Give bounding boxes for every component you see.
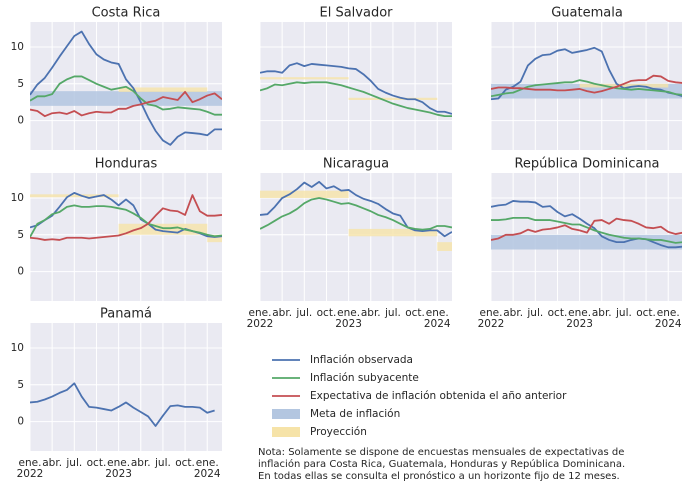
target-band xyxy=(30,91,222,106)
x-tick-label: jul. xyxy=(384,307,401,319)
series-line xyxy=(260,180,452,238)
plot-area xyxy=(260,22,452,150)
series-line xyxy=(260,81,452,118)
plot-area xyxy=(30,323,222,451)
plot-area xyxy=(30,173,222,301)
legend-label: Expectativa de inflación obtenida el año… xyxy=(310,390,567,402)
series-line xyxy=(30,204,222,238)
series-line xyxy=(30,90,222,118)
panel: Guatemala xyxy=(491,6,682,150)
x-tick-label: abr. xyxy=(131,457,151,469)
panel-title: República Dominicana xyxy=(514,157,659,172)
series-line xyxy=(491,216,682,244)
x-tick-label: abr. xyxy=(592,307,612,319)
x-tick-label: jul. xyxy=(615,307,632,319)
series-line xyxy=(30,194,222,241)
projection-band xyxy=(437,242,452,251)
x-tick-label: ene. 2022 xyxy=(478,307,505,330)
y-tick-label: 5 xyxy=(17,229,24,241)
x-tick-label: ene. 2022 xyxy=(247,307,274,330)
plot-area xyxy=(491,173,682,301)
legend-label: Proyección xyxy=(310,426,367,438)
plot-area xyxy=(260,173,452,301)
x-tick-label: abr. xyxy=(272,307,292,319)
y-tick-label: 10 xyxy=(11,41,24,53)
note: inflación para Costa Rica, Guatemala, Ho… xyxy=(258,458,625,470)
projection-band xyxy=(118,223,208,235)
panel-title: Costa Rica xyxy=(92,6,161,21)
x-tick-label: ene. 2024 xyxy=(655,307,682,330)
x-tick-label: abr. xyxy=(42,457,62,469)
series-line xyxy=(491,74,682,94)
x-tick-label: ene. 2024 xyxy=(194,457,221,480)
plot-background xyxy=(30,173,222,301)
note: Nota: Solamente se dispone de encuestas … xyxy=(258,447,624,458)
x-tick-label: ene. 2023 xyxy=(335,307,362,330)
series-line xyxy=(491,46,682,101)
plot-area xyxy=(491,22,682,150)
y-tick-label: 0 xyxy=(17,115,24,127)
panel: 0 5 10 Costa Rica xyxy=(11,6,222,150)
y-tick-label: 10 xyxy=(11,192,24,204)
legend-label: Inflación subyacente xyxy=(310,372,419,384)
projection-band xyxy=(348,228,438,237)
y-tick-label: 5 xyxy=(17,379,24,391)
series-line xyxy=(260,62,452,115)
projection-band xyxy=(260,190,349,199)
series-line xyxy=(30,382,215,427)
x-tick-label: ene. 2024 xyxy=(424,307,451,330)
x-tick-label: oct. xyxy=(87,457,107,469)
projection-band xyxy=(118,87,208,92)
panel-title: Honduras xyxy=(95,157,158,172)
x-tick-label: oct. xyxy=(636,307,656,319)
projection-band xyxy=(260,77,349,80)
x-tick-label: jul. xyxy=(526,307,543,319)
series-line xyxy=(30,75,222,116)
x-tick-label: oct. xyxy=(175,457,195,469)
x-tick-label: jul. xyxy=(154,457,171,469)
x-tick-label: jul. xyxy=(295,307,312,319)
panel-title: El Salvador xyxy=(320,6,394,21)
panel: El Salvador xyxy=(260,6,452,150)
legend-label: Inflación observada xyxy=(310,354,413,366)
panel-title: Panamá xyxy=(100,307,152,322)
plot-background xyxy=(30,323,222,451)
x-tick-label: ene. 2023 xyxy=(566,307,593,330)
panel-title: Guatemala xyxy=(551,6,623,21)
note: En todas ellas se consulta el pronóstico… xyxy=(258,470,620,482)
legend-label: Meta de inflación xyxy=(310,408,400,420)
panel: 0 5 10 Honduras xyxy=(11,157,222,301)
projection-band xyxy=(207,234,222,243)
projection-band xyxy=(30,194,119,198)
plot-background xyxy=(260,22,452,150)
legend-swatch xyxy=(272,409,300,419)
x-tick-label: oct. xyxy=(405,307,425,319)
series-line xyxy=(260,197,452,231)
projection-band xyxy=(348,97,438,100)
y-tick-label: 0 xyxy=(17,416,24,428)
projection-band xyxy=(579,83,669,88)
plot-area xyxy=(30,22,222,150)
x-tick-label: abr. xyxy=(503,307,523,319)
legend-swatch xyxy=(272,427,300,437)
x-tick-label: oct. xyxy=(548,307,568,319)
y-tick-label: 0 xyxy=(17,266,24,278)
x-tick-label: jul. xyxy=(65,457,82,469)
series-line xyxy=(491,217,682,241)
x-tick-label: oct. xyxy=(317,307,337,319)
series-line xyxy=(30,30,222,146)
x-tick-label: ene. 2023 xyxy=(105,457,132,480)
panel-title: Nicaragua xyxy=(323,157,389,172)
x-tick-label: abr. xyxy=(361,307,381,319)
series-line xyxy=(491,200,682,249)
y-tick-label: 10 xyxy=(11,342,24,354)
x-tick-label: ene. 2022 xyxy=(17,457,44,480)
y-tick-label: 5 xyxy=(17,78,24,90)
